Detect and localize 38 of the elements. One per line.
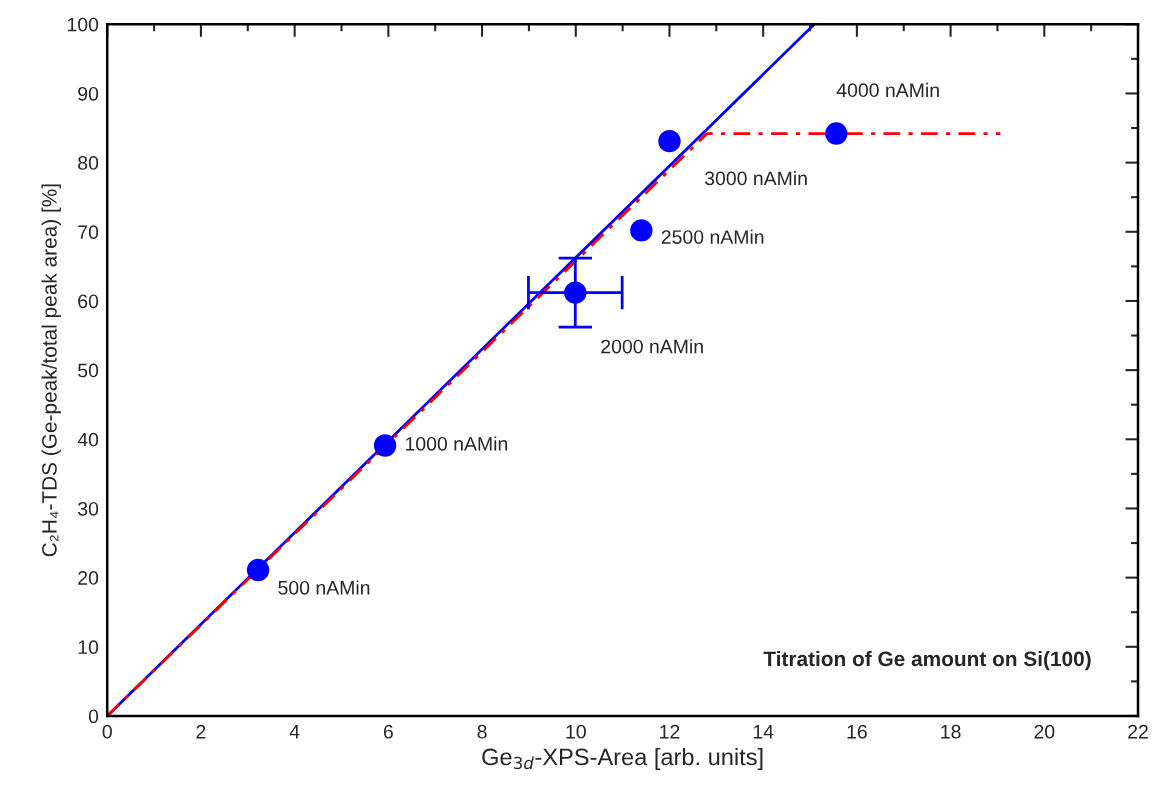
point	[630, 219, 653, 242]
annotation: Titration of Ge amount on Si(100)	[763, 650, 1091, 671]
annotation: 500 nAMin	[278, 580, 370, 595]
y-tick-label: 70	[78, 225, 99, 240]
y-tick-label: 80	[78, 156, 99, 170]
annotation: 4000 nAMin	[836, 82, 939, 98]
x-tick-label: 16	[847, 724, 867, 739]
y-axis-title: C₂H₄-TDS (Ge-peak/total peak area) [%]	[41, 184, 61, 557]
x-tick-label: 0	[102, 724, 112, 739]
annotation: 1000 nAMin	[406, 436, 508, 451]
point	[246, 558, 270, 582]
y-tick-label: 100	[67, 17, 99, 32]
point	[825, 122, 848, 145]
x-tick-label: 6	[383, 724, 393, 739]
x-tick-label: 20	[1034, 724, 1055, 739]
point	[658, 129, 681, 153]
x-tick-label: 10	[566, 724, 586, 739]
x-tick-label: 18	[941, 724, 961, 739]
y-tick-label: 60	[78, 294, 99, 309]
annotation: 2000 nAMin	[601, 339, 703, 354]
x-tick-label: 14	[753, 725, 774, 739]
x-tick-label: 22	[1128, 724, 1148, 739]
point	[564, 281, 587, 304]
y-tick-label: 10	[78, 640, 99, 655]
x-tick-label: 4	[289, 725, 300, 739]
x-tick-label: 2	[196, 724, 206, 739]
y-tick-label: 30	[78, 501, 99, 516]
x-tick-label: 8	[477, 724, 487, 739]
y-tick-label: 20	[78, 571, 99, 585]
annotation: 2500 nAMin	[661, 229, 764, 244]
y-tick-label: 90	[78, 86, 99, 101]
point	[373, 434, 397, 457]
y-tick-label: 50	[78, 363, 99, 378]
x-tick-label: 12	[660, 724, 680, 739]
x-axis-title: Ge$_{3d}$-XPS-Area [arb. units]	[482, 747, 763, 770]
y-tick-label: 0	[88, 709, 99, 724]
y-tick-label: 40	[77, 432, 99, 447]
annotation: 3000 nAMin	[704, 170, 807, 186]
